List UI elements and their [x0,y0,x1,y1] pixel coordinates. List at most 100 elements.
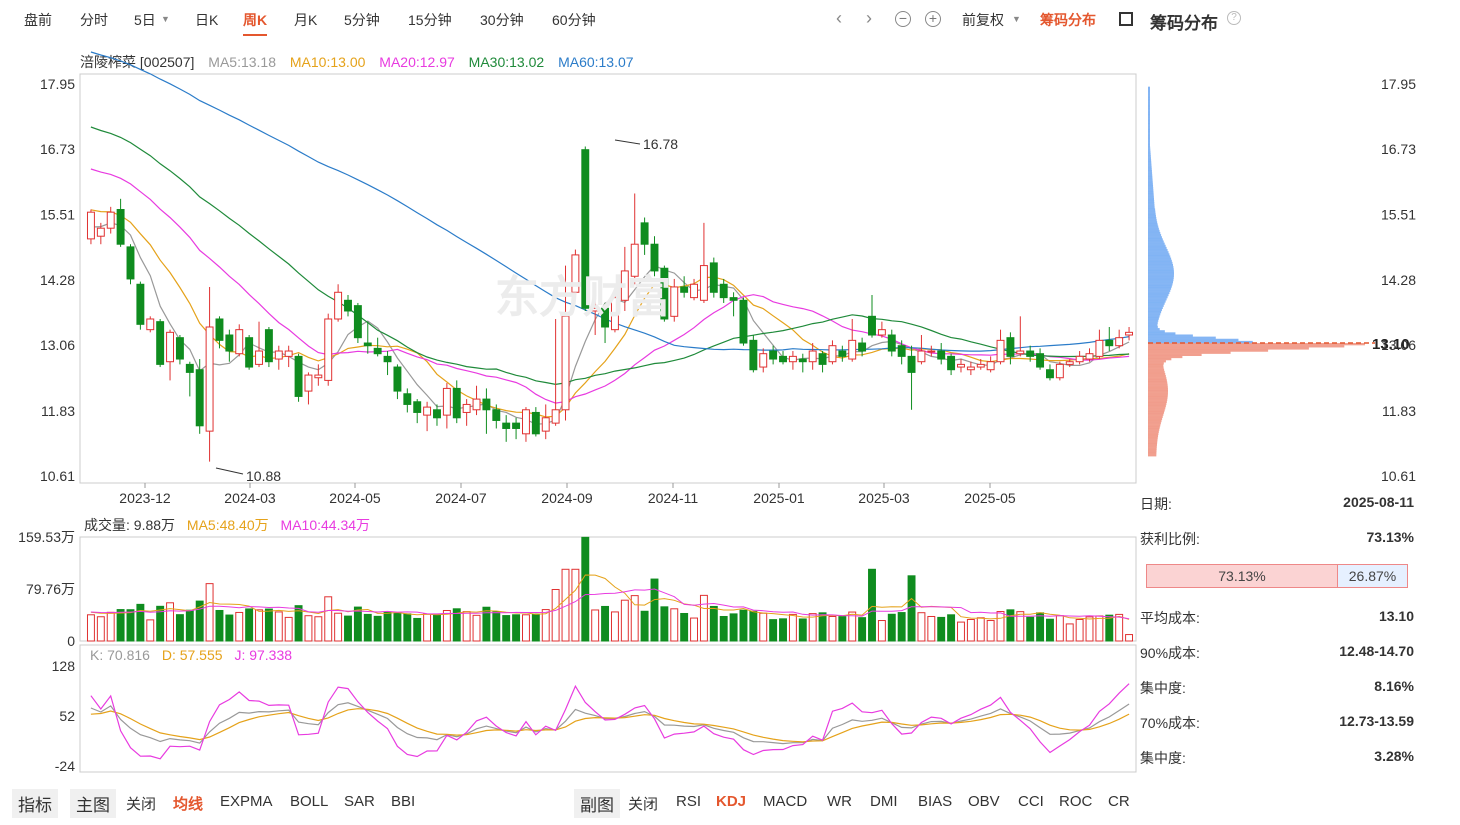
zoom-in-icon[interactable]: + [925,11,941,27]
candle-down [907,355,916,373]
main-item-sar[interactable]: SAR [344,793,375,810]
main-item-ma[interactable]: 均线 [173,796,204,813]
profit-label: 获利比例: [1140,531,1200,547]
candle-up [788,355,797,363]
chip-bar-profit [1148,400,1167,403]
tab-30min[interactable]: 30分钟 [480,12,524,28]
chip-bar-loss [1148,253,1170,256]
main-item-boll[interactable]: BOLL [290,793,329,810]
chip-bar-profit [1148,355,1183,359]
candle-down [709,262,718,293]
tab-15min[interactable]: 15分钟 [408,12,452,28]
chip-bar-loss [1148,152,1151,156]
sub-close-button[interactable]: 关闭 [628,796,659,813]
price-tick-label: 14.28 [40,272,75,288]
chip-bar-profit [1148,347,1309,350]
adjust-select[interactable]: 前复权 [962,12,1004,28]
sub-item-kdj[interactable]: KDJ [716,793,747,810]
candle-up [670,286,679,317]
sub-item-obv[interactable]: OBV [968,793,1000,810]
volume-bar-up [620,599,629,642]
chip-bar-loss [1148,302,1165,305]
conc70-row: 集中度: 3.28% [1140,748,1414,768]
tab-60min[interactable]: 60分钟 [552,12,596,28]
sub-item-cr[interactable]: CR [1108,793,1130,810]
ma60-label: MA60:13.07 [558,54,634,70]
chip-bar-loss [1148,225,1159,228]
candle-up [551,409,560,424]
volume-bar-up [788,613,797,642]
sub-item-dmi[interactable]: DMI [870,793,898,810]
volume-bar-up [828,615,837,642]
volume-bar-down [492,611,501,642]
chip-bar-loss [1148,210,1156,213]
tab-daily-k[interactable]: 日K [195,12,219,28]
volume-bar-down [660,606,669,642]
candle-up [235,329,244,355]
sub-item-rsi[interactable]: RSI [676,793,702,810]
tab-monthly-k[interactable]: 月K [294,12,318,28]
candle-down [245,337,254,368]
volume-bar-up [591,609,600,642]
x-tick-label: 2024-09 [541,490,593,506]
chip-bar-profit [1148,432,1159,436]
main-close-button[interactable]: 关闭 [126,796,157,813]
chip-bar-loss [1148,159,1152,162]
volume-bar-down [512,614,521,642]
tab-weekly-k[interactable]: 周K [243,12,268,36]
chip-bar-profit [1148,445,1157,448]
chip-bar-loss [1148,180,1153,183]
sub-item-bias[interactable]: BIAS [918,793,953,810]
kline-chart[interactable]: 17.95 16.73 15.51 14.28 13.06 11.83 10.61 2023… [0,0,1460,785]
zoom-out-icon[interactable]: − [895,11,911,27]
question-icon[interactable]: ? [1227,11,1241,25]
volume-bar-down [433,613,441,642]
volume-bar-down [769,619,778,642]
chip-bar-loss [1148,127,1150,130]
sub-item-macd[interactable]: MACD [763,793,808,810]
indicator-label: 指标 [12,789,58,818]
chip-bar-loss [1148,184,1154,188]
ma-legend: 涪陵榨菜 [002507] MA5:13.18 MA10:13.00 MA20:… [80,52,644,72]
chip-bar-loss [1148,140,1150,143]
chevron-right-icon[interactable]: › [866,8,872,28]
chip-bar-loss [1148,313,1161,316]
chip-distribution-button[interactable]: 筹码分布 [1040,12,1096,28]
sub-item-wr[interactable]: WR [827,793,852,810]
ma30-line [90,126,1130,386]
volume-bar-down [413,617,422,642]
chip-bar-loss [1148,257,1172,260]
candle-up [423,406,432,416]
candle-up [146,318,155,331]
tab-5min[interactable]: 5分钟 [344,12,380,28]
chip-bar-loss [1148,308,1162,312]
chip-bar-loss [1148,204,1155,207]
chip-bar-loss [1148,144,1150,147]
indicator-bar: 指标 主图 关闭 均线 EXPMA BOLL SAR BBI 副图 关闭 RSI… [0,785,1460,819]
volume-bar-up [324,596,333,642]
tab-intraday[interactable]: 分时 [80,12,108,28]
candle-down [512,422,521,429]
tab-premarket[interactable]: 盘前 [24,12,52,28]
chevron-left-icon[interactable]: ‹ [836,8,842,28]
chip-bar-profit [1148,430,1159,433]
sub-item-cci[interactable]: CCI [1018,793,1044,810]
volume-bars [86,536,1134,642]
main-item-expma[interactable]: EXPMA [220,793,273,810]
chip-bar-loss [1148,306,1163,310]
main-item-bbi[interactable]: BBI [391,793,416,810]
candle-up [561,315,570,411]
chip-bar-loss [1148,103,1150,107]
candle-up [591,307,600,312]
fullscreen-icon[interactable] [1119,12,1133,26]
tab-5day[interactable]: 5日 [134,12,156,28]
chip-bar-loss [1148,319,1159,322]
candle-up [1095,339,1104,357]
volume-tick-label: 79.76万 [26,581,75,597]
sub-item-roc[interactable]: ROC [1059,793,1093,810]
volume-bar-down [650,578,659,642]
chevron-down-icon[interactable]: ▼ [1012,14,1021,24]
chevron-down-icon[interactable]: ▼ [161,14,170,24]
chip-bar-profit [1148,377,1167,380]
volume-bar-up [284,616,293,642]
